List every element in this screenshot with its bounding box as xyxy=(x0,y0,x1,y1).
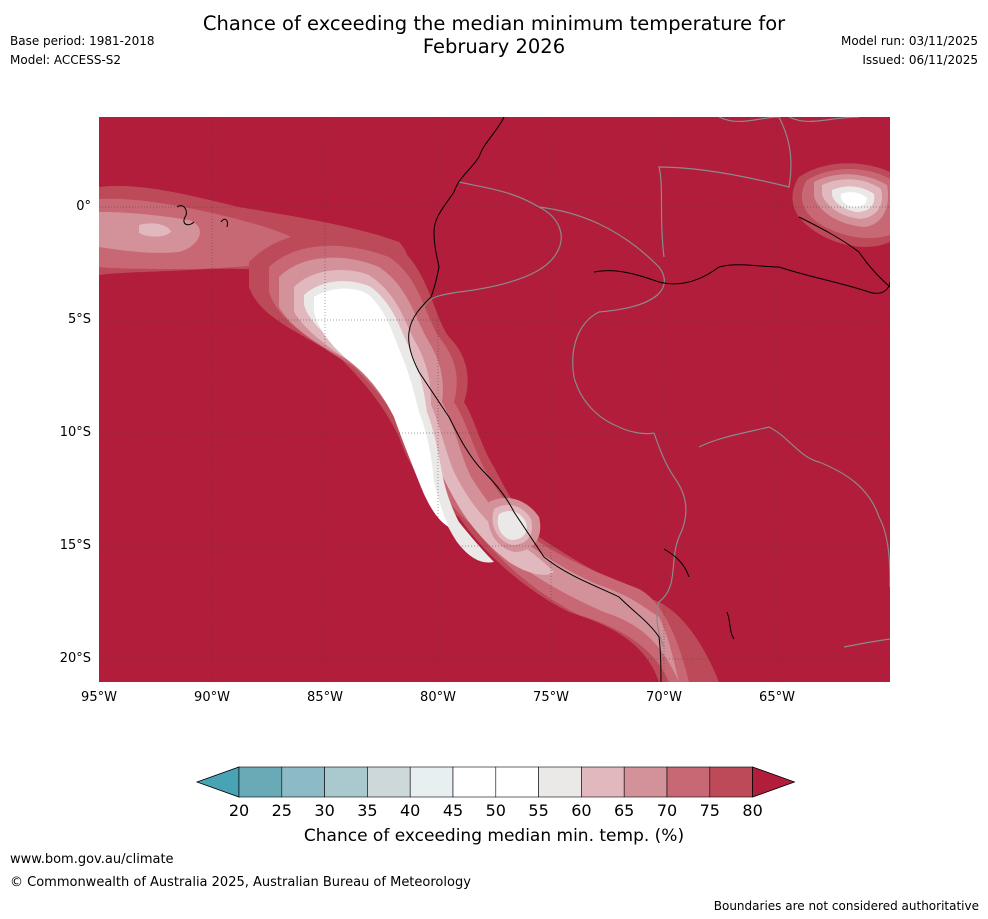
colorbar-segment xyxy=(324,766,368,798)
colorbar-segment xyxy=(666,766,711,798)
meta-right: Model run: 03/11/2025 Issued: 06/11/2025 xyxy=(841,32,978,70)
colorbar-tick-label: 35 xyxy=(357,801,378,820)
colorbar-tick-label: 20 xyxy=(228,801,250,820)
colorbar-tick-label: 40 xyxy=(400,801,421,820)
colorbar-tick-label: 75 xyxy=(699,801,720,820)
lat-label-20s: 20°S xyxy=(59,651,91,666)
colorbar-segment xyxy=(238,766,283,798)
colorbar-segment xyxy=(409,766,454,798)
base-period-label: Base period: 1981-2018 xyxy=(10,34,155,48)
coastline xyxy=(176,117,890,682)
colorbar-segment xyxy=(495,766,539,798)
lat-label-15s: 15°S xyxy=(59,538,91,553)
ne-hotspot-center xyxy=(840,192,867,207)
model-label: Model: ACCESS-S2 xyxy=(10,53,122,67)
graticule xyxy=(99,117,890,682)
colorbar-segment xyxy=(709,766,753,798)
chart-title: Chance of exceeding the median minimum t… xyxy=(0,12,988,58)
colorbar-tick-label: 45 xyxy=(442,801,464,820)
colorbar-segment xyxy=(452,766,497,798)
map-background xyxy=(99,117,890,682)
inland-hotspot-55 xyxy=(497,510,527,540)
lon-label-80w: 80°W xyxy=(420,690,456,705)
colorbar-tick-label: 30 xyxy=(314,801,335,820)
colorbar xyxy=(195,766,795,798)
colorbar-tick-label: 65 xyxy=(614,801,635,820)
colorbar-segment xyxy=(538,766,582,798)
lat-label-5s: 5°S xyxy=(67,312,91,327)
lat-label-10s: 10°S xyxy=(59,425,91,440)
meta-left: Base period: 1981-2018 Model: ACCESS-S2 xyxy=(10,32,155,70)
lon-label-70w: 70°W xyxy=(646,690,682,705)
colorbar-segment xyxy=(581,766,625,798)
colorbar-tick-label: 60 xyxy=(571,801,592,820)
model-run-label: Model run: 03/11/2025 xyxy=(840,34,978,48)
issued-label: Issued: 06/11/2025 xyxy=(862,53,978,67)
title-line-2: February 2026 xyxy=(422,35,566,58)
colorbar-tick-label: 25 xyxy=(271,801,292,820)
colorbar-title: Chance of exceeding median min. temp. (%… xyxy=(303,826,685,846)
colorbar-segment xyxy=(281,766,325,798)
lon-label-90w: 90°W xyxy=(194,690,230,705)
colorbar-segment xyxy=(623,766,668,798)
lon-label-85w: 85°W xyxy=(307,690,343,705)
country-borders xyxy=(423,117,890,648)
colorbar-segment xyxy=(367,766,411,798)
lon-label-75w: 75°W xyxy=(533,690,569,705)
colorbar-extend-high xyxy=(752,766,795,798)
forecast-map xyxy=(99,117,890,682)
lat-label-0: 0° xyxy=(76,199,91,214)
colorbar-extend-low xyxy=(195,766,240,798)
lon-label-95w: 95°W xyxy=(81,690,117,705)
colorbar-tick-label: 80 xyxy=(742,801,763,820)
peru-coast-50 xyxy=(314,288,449,527)
equatorial-plume-60 xyxy=(139,223,171,237)
colorbar-tick-label: 70 xyxy=(656,801,678,820)
title-line-1: Chance of exceeding the median minimum t… xyxy=(202,12,786,35)
colorbar-tick-label: 55 xyxy=(528,801,549,820)
footer-url: www.bom.gov.au/climate xyxy=(10,852,174,867)
footer-copyright: © Commonwealth of Australia 2025, Austra… xyxy=(10,875,471,890)
footer-note: Boundaries are not considered authoritat… xyxy=(713,899,979,913)
lon-label-65w: 65°W xyxy=(759,690,795,705)
colorbar-tick-label: 50 xyxy=(485,801,506,820)
